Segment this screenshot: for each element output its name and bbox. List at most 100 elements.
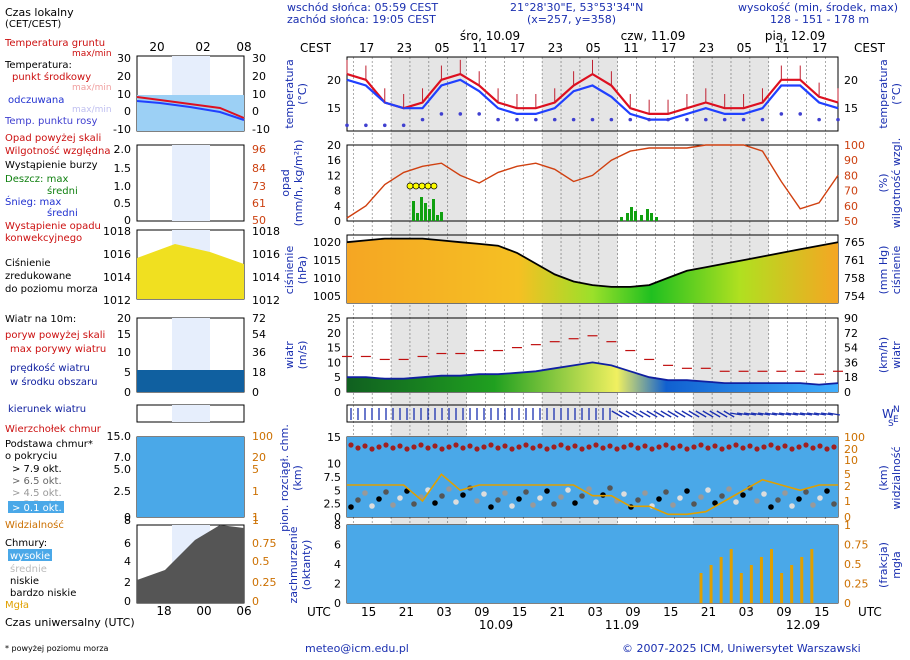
storm-marker xyxy=(412,182,420,190)
cloud-top-dot xyxy=(446,444,452,450)
cloudiness-tick-left: 0 xyxy=(334,597,341,610)
cloud-top-dot xyxy=(404,446,410,452)
legend-snow-max: Śnieg: max xyxy=(5,195,61,208)
compass-w: W xyxy=(882,407,894,421)
cloud-base-dot xyxy=(670,502,676,508)
mini-wind-tick-r: 54 xyxy=(252,328,266,341)
hour-label-bottom: 09 xyxy=(776,605,791,619)
wind-dir-arrow xyxy=(681,410,693,418)
temp-y2label: temperatura(°C) xyxy=(877,59,903,128)
storm-marker xyxy=(430,182,438,190)
legend-soil-temp: Temperatura gruntu xyxy=(4,38,105,49)
mini-temp-tick: 20 xyxy=(117,70,131,83)
cloud-top-dot xyxy=(502,443,508,449)
sunrise-text: wschód słońca: 05:59 CEST xyxy=(287,1,439,14)
cloud-top-dot xyxy=(768,442,774,448)
cloudiness-tick-left: 2 xyxy=(334,578,341,591)
mini-cl-tick: 0 xyxy=(124,595,131,608)
mini-day-band xyxy=(172,145,210,221)
fog-bar xyxy=(780,573,784,603)
hour-label-bottom: 21 xyxy=(550,605,565,619)
legend-convective: Wystąpienie opadu xyxy=(5,221,101,232)
fog-bar xyxy=(709,565,713,603)
pressure-tick-right: 765 xyxy=(844,236,865,249)
mini-temp-tick-r: -10 xyxy=(252,123,270,136)
mini-press-tick-r: 1016 xyxy=(252,248,280,261)
wind-dir-arrow xyxy=(729,412,743,416)
rain-bar xyxy=(440,212,443,221)
cloud-base-dot xyxy=(460,492,466,498)
cloud-top-dot xyxy=(586,444,592,450)
tz-bottom-right: UTC xyxy=(858,605,882,619)
mini-fog-tick: 0 xyxy=(252,595,259,608)
cloud-top-dot xyxy=(649,446,655,452)
mini-precip-tick: 0 xyxy=(124,214,131,227)
mini-cb-tick: 15.0 xyxy=(107,430,132,443)
mini-vis-tick: 20 xyxy=(252,451,266,464)
mini-press-tick-r: 1018 xyxy=(252,225,280,238)
cloud-base-dot xyxy=(607,485,613,491)
cloud-base-dot xyxy=(642,490,648,496)
cloud-top-dot xyxy=(670,445,676,451)
cloud-top-dot xyxy=(740,445,746,451)
cloud-base-dot xyxy=(558,494,564,500)
humidity-tick: 90 xyxy=(844,154,858,167)
visibility-tick: 1 xyxy=(844,495,851,508)
wind-dir-arrow xyxy=(625,410,637,418)
cloud-top-dot xyxy=(411,444,417,450)
cloud-base-dot xyxy=(761,491,767,497)
mini-hour-label: 02 xyxy=(195,40,210,54)
dewpoint-dot xyxy=(628,117,633,122)
cloudbase-tick-left: 0 xyxy=(334,511,341,524)
dewpoint-dot xyxy=(685,117,689,122)
dewpoint-dot xyxy=(345,123,349,128)
wind-dir-arrow xyxy=(806,412,820,416)
footer-email[interactable]: meteo@icm.edu.pl xyxy=(305,642,409,655)
precip-tick-left: 8 xyxy=(334,185,341,198)
mini-wind-tick-r: 72 xyxy=(252,312,266,325)
wind-dir-arrow xyxy=(646,410,658,418)
cloud-base-dot xyxy=(726,486,732,492)
cloud-base-dot xyxy=(523,489,529,495)
dewpoint-dot xyxy=(401,123,406,128)
cloud-base-dot xyxy=(754,498,760,504)
cloud-top-dot xyxy=(733,442,739,448)
cloud-top-dot xyxy=(621,444,627,450)
wind-dir-arrow xyxy=(723,410,735,418)
cloudbase-ylabel: pion. rozciągł. chm.(km) xyxy=(278,424,304,532)
wind-dir-arrow xyxy=(667,410,679,418)
hour-label-top: 05 xyxy=(586,41,601,55)
hour-label-bottom: 15 xyxy=(663,605,678,619)
legend-convective-2: konwekcyjnego xyxy=(5,233,82,244)
cloud-base-dot xyxy=(817,495,823,501)
tz-bottom-left: UTC xyxy=(307,605,331,619)
mini-humid-tick: 73 xyxy=(252,180,266,193)
legend-max-min-2: max/min xyxy=(72,83,112,93)
fog-bar xyxy=(729,549,733,603)
mini-vis-tick: 100 xyxy=(252,430,273,443)
wind-tick-left: 5 xyxy=(334,371,341,384)
cloud-base-dot xyxy=(698,494,704,500)
fog-bar xyxy=(759,557,763,603)
legend-cloud-base-1: Podstawa chmur* xyxy=(5,439,93,450)
cloud-base-dot xyxy=(572,500,578,506)
legend-storm: Wystąpienie burzy xyxy=(5,160,98,171)
mini-press-tick-r: 1012 xyxy=(252,294,280,307)
sunset-text: zachód słońca: 19:05 CEST xyxy=(287,13,436,26)
rain-bar xyxy=(620,217,623,221)
legend-wind-speed: prędkość wiatru xyxy=(10,362,90,374)
mini-temp-tick: 10 xyxy=(117,88,131,101)
mini-pressure-area xyxy=(137,244,244,299)
mini-temp-tick-r: 0 xyxy=(252,105,259,118)
cloud-top-dot xyxy=(488,442,494,448)
fog-tick: 0.25 xyxy=(844,578,869,591)
cloud-top-dot xyxy=(439,446,445,452)
temp-series-0 xyxy=(346,72,839,116)
compass-n: N xyxy=(893,405,900,415)
fog-bar xyxy=(810,549,814,603)
temp-tick-right: 20 xyxy=(844,74,858,87)
cloud-top-dot xyxy=(432,443,438,449)
dewpoint-dot xyxy=(760,117,765,122)
cloud-base-dot xyxy=(789,503,795,509)
